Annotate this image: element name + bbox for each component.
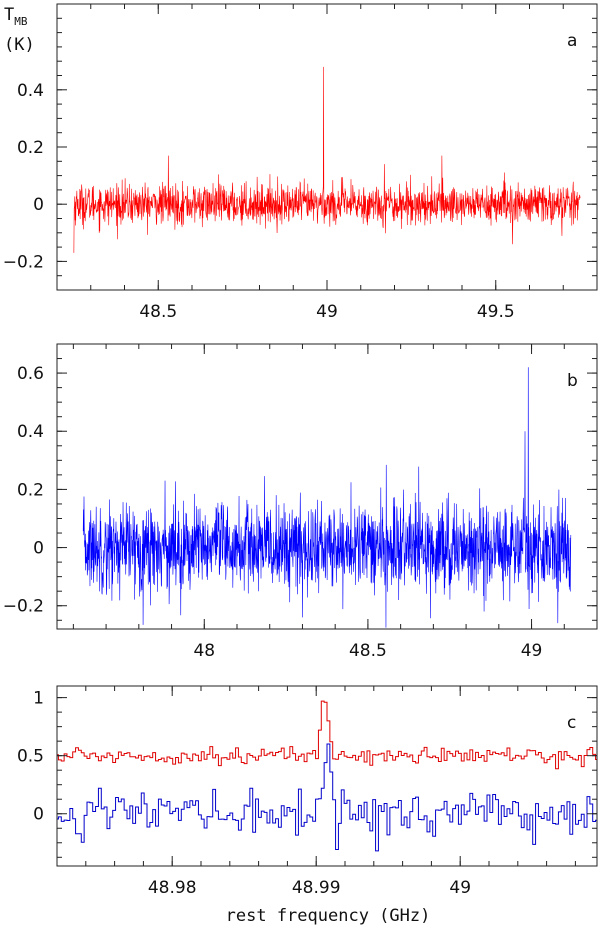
y-tick-label: 0 — [33, 805, 44, 825]
panel-b: 48 48.5 49 −0.2 0 0.2 0.4 0.6 b — [3, 343, 598, 661]
y-tick-label: −0.2 — [3, 597, 44, 617]
x-axis-title: rest frequency (GHz) — [226, 906, 431, 926]
y-tick-label: 0 — [33, 539, 44, 559]
y-tick-label: 0.2 — [17, 138, 44, 158]
y-tick-label: 0 — [33, 195, 44, 215]
x-tick-label: 49.5 — [477, 302, 515, 322]
panel-a: 48.5 49 49.5 −0.2 0 0.2 0.4 a — [3, 3, 598, 322]
y-axis-title-main: T — [4, 5, 14, 25]
y-tick-label: 0.4 — [17, 422, 44, 442]
y-axis-unit: (K) — [4, 35, 35, 55]
y-tick-label: 0.2 — [17, 480, 44, 500]
panel-letter-c: c — [567, 713, 576, 733]
y-tick-label: −0.2 — [3, 252, 44, 272]
y-tick-label: 0.4 — [17, 81, 44, 101]
x-tick-label: 48 — [193, 641, 215, 661]
spectrum-series-a-1 — [73, 66, 581, 253]
x-tick-label: 49 — [449, 878, 471, 898]
plot-frame-a — [56, 3, 598, 291]
x-tick-label: 48.5 — [139, 302, 177, 322]
y-axis-title-sub: MB — [14, 15, 28, 28]
x-tick-label: 49 — [521, 641, 543, 661]
y-tick-label: 0.5 — [17, 747, 44, 767]
panel-c: 48.98 48.99 49 0 0.5 1 c — [17, 685, 598, 898]
panel-letter-b: b — [567, 371, 578, 391]
x-tick-label: 48.98 — [148, 878, 197, 898]
plot-frame-b — [56, 343, 598, 630]
x-tick-label: 49 — [316, 302, 338, 322]
panel-letter-a: a — [567, 31, 577, 51]
spectrum-series-c-2 — [57, 743, 597, 852]
spectrum-series-b-1 — [82, 367, 572, 628]
y-tick-label: 0.6 — [17, 364, 44, 384]
y-tick-label: 1 — [33, 689, 44, 709]
y-axis-title: TMB — [4, 5, 28, 28]
spectrum-series-c-1 — [57, 700, 597, 770]
x-tick-label: 48.5 — [349, 641, 387, 661]
plot-frame-c — [56, 685, 598, 867]
x-tick-label: 48.99 — [292, 878, 341, 898]
